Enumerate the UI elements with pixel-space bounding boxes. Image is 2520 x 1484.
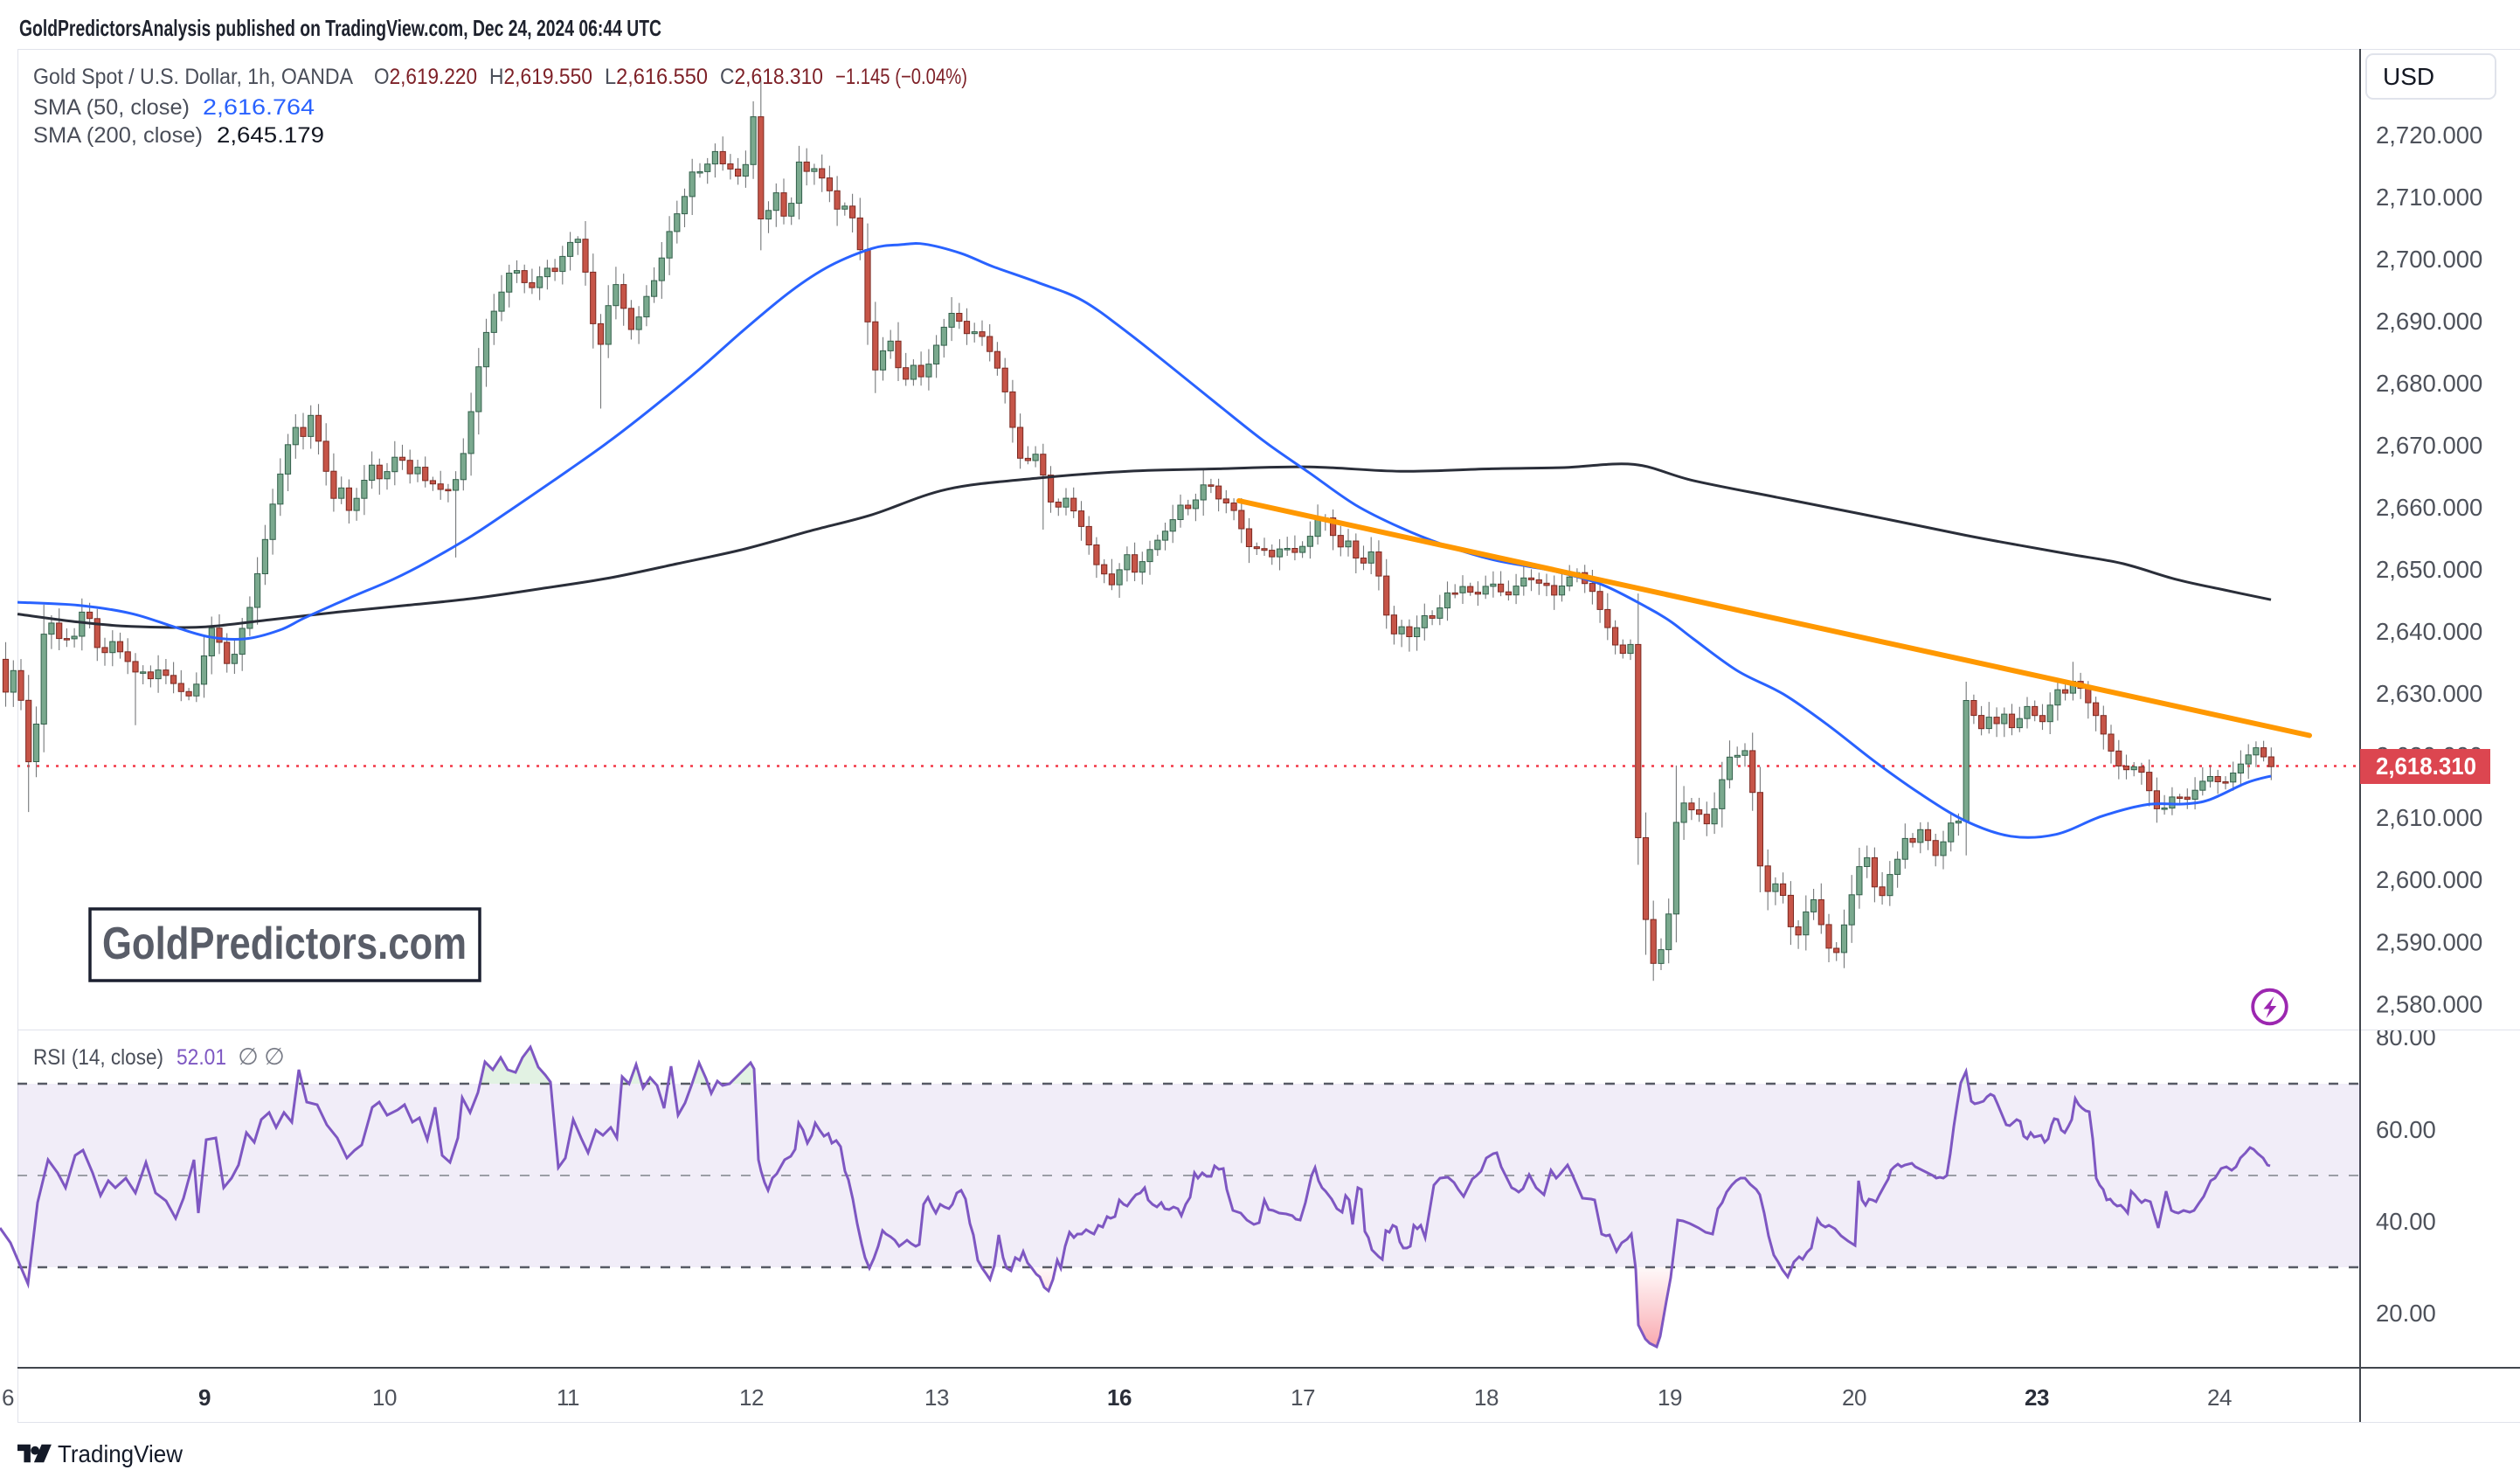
svg-text:2,650.000: 2,650.000 [2376, 556, 2482, 583]
svg-text:23: 23 [2025, 1384, 2049, 1411]
svg-text:80.00: 80.00 [2376, 1023, 2436, 1051]
svg-text:13: 13 [924, 1384, 949, 1411]
svg-text:2,590.000: 2,590.000 [2376, 928, 2482, 955]
svg-text:RSI (14, close): RSI (14, close) [33, 1045, 163, 1070]
svg-text:GoldPredictors.com: GoldPredictors.com [102, 919, 467, 969]
svg-text:TradingView: TradingView [58, 1440, 183, 1467]
svg-text:SMA (50, close): SMA (50, close) [33, 95, 190, 120]
svg-text:20.00: 20.00 [2376, 1300, 2436, 1327]
svg-text:∅: ∅ [264, 1044, 285, 1070]
svg-text:9: 9 [198, 1384, 211, 1411]
svg-text:2,610.000: 2,610.000 [2376, 804, 2482, 831]
svg-text:2,710.000: 2,710.000 [2376, 184, 2482, 211]
svg-text:GoldPredictorsAnalysis publish: GoldPredictorsAnalysis published on Trad… [19, 15, 661, 41]
svg-text:18: 18 [1474, 1384, 1499, 1411]
svg-text:Gold Spot / U.S. Dollar, 1h, O: Gold Spot / U.S. Dollar, 1h, OANDA [33, 65, 353, 89]
svg-text:O2,619.220: O2,619.220 [374, 65, 477, 89]
svg-text:10: 10 [372, 1384, 397, 1411]
svg-text:20: 20 [1842, 1384, 1866, 1411]
svg-text:19: 19 [1658, 1384, 1682, 1411]
svg-text:17: 17 [1291, 1384, 1315, 1411]
svg-text:60.00: 60.00 [2376, 1116, 2436, 1143]
svg-text:L2,616.550: L2,616.550 [605, 65, 708, 89]
svg-text:52.01: 52.01 [177, 1045, 226, 1070]
svg-text:USD: USD [2383, 63, 2434, 90]
svg-text:2,580.000: 2,580.000 [2376, 990, 2482, 1017]
svg-text:6: 6 [2, 1384, 14, 1411]
svg-text:2,616.764: 2,616.764 [203, 95, 315, 120]
svg-text:∅: ∅ [238, 1044, 259, 1070]
svg-text:12: 12 [739, 1384, 764, 1411]
svg-text:C2,618.310: C2,618.310 [720, 65, 823, 89]
svg-text:2,630.000: 2,630.000 [2376, 680, 2482, 707]
svg-text:2,680.000: 2,680.000 [2376, 370, 2482, 397]
svg-text:2,618.310: 2,618.310 [2376, 752, 2476, 780]
svg-text:2,700.000: 2,700.000 [2376, 246, 2482, 273]
svg-text:16: 16 [1107, 1384, 1132, 1411]
svg-text:24: 24 [2207, 1384, 2232, 1411]
svg-text:2,670.000: 2,670.000 [2376, 432, 2482, 459]
svg-text:−1.145 (−0.04%): −1.145 (−0.04%) [835, 65, 967, 89]
svg-text:11: 11 [557, 1384, 579, 1411]
svg-text:2,645.179: 2,645.179 [217, 123, 324, 148]
svg-text:2,690.000: 2,690.000 [2376, 308, 2482, 335]
svg-text:SMA (200, close): SMA (200, close) [33, 123, 203, 148]
svg-text:2,640.000: 2,640.000 [2376, 618, 2482, 645]
svg-text:2,720.000: 2,720.000 [2376, 121, 2482, 149]
svg-text:2,660.000: 2,660.000 [2376, 494, 2482, 521]
svg-text:2,600.000: 2,600.000 [2376, 866, 2482, 893]
svg-text:40.00: 40.00 [2376, 1208, 2436, 1235]
svg-text:H2,619.550: H2,619.550 [489, 65, 592, 89]
